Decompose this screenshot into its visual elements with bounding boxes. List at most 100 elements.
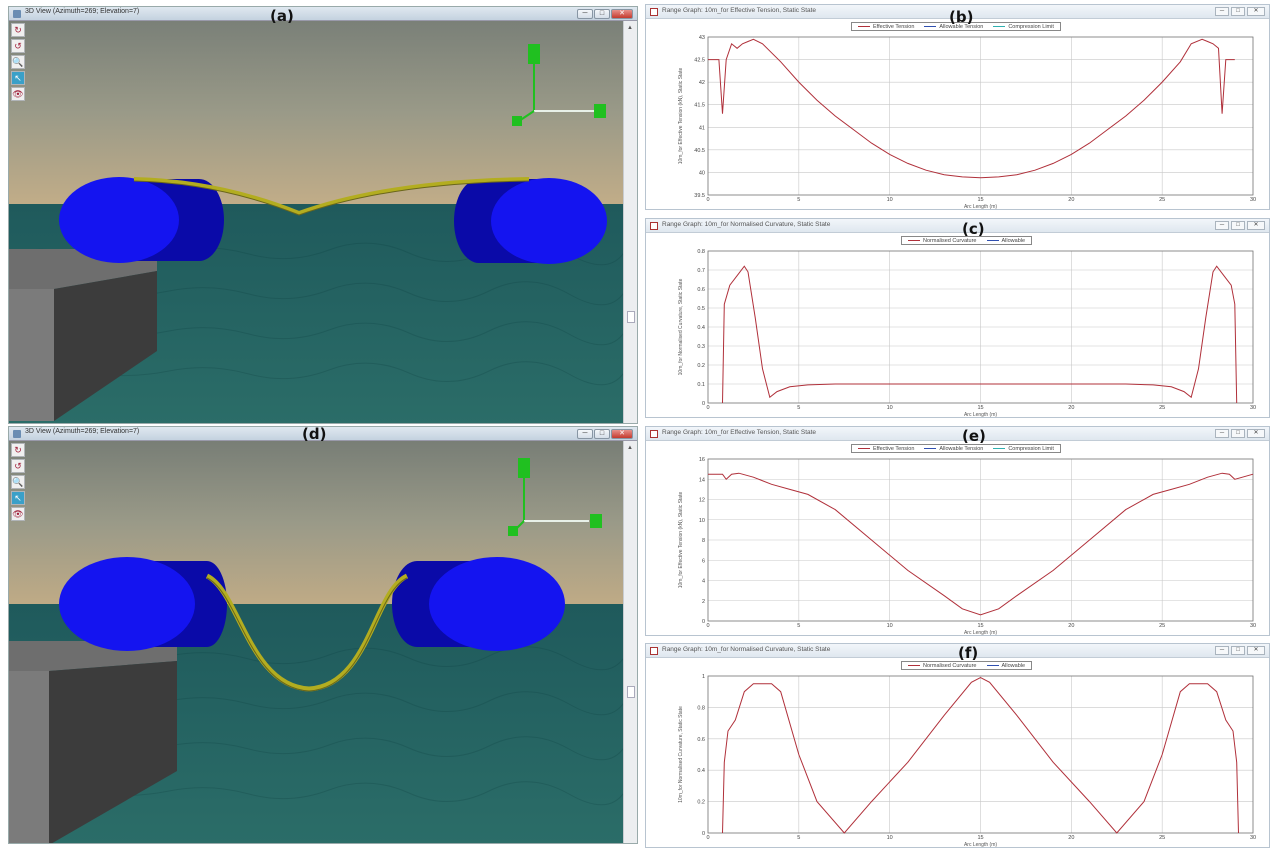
vertical-scrollbar[interactable]: ▲ [623, 441, 637, 843]
rotate-icon[interactable]: ↻ [11, 23, 25, 37]
legend-item: Allowable [986, 663, 1025, 669]
y-tick-label: 2 [702, 599, 705, 605]
y-tick-label: 10 [699, 518, 705, 524]
minimize-button[interactable]: ─ [1215, 221, 1229, 230]
chart-b[interactable]: 0 5 10 15 20 25 30 39.5 40 40.5 41 41.5 42 42.5 43 Arc … [646, 5, 1270, 210]
y-tick-label: 0.4 [697, 768, 705, 774]
close-button[interactable]: ✕ [1247, 646, 1265, 655]
minimize-button[interactable]: ─ [577, 9, 593, 19]
maximize-button[interactable]: □ [594, 9, 610, 19]
scroll-thumb[interactable] [627, 311, 635, 323]
maximize-button[interactable]: □ [1231, 221, 1245, 230]
window-title: 3D View (Azimuth=269; Elevation=7) [25, 428, 140, 435]
view3d-window-a: 3D View (Azimuth=269; Elevation=7) ─ □ ✕… [8, 6, 638, 424]
pan-icon[interactable]: ↺ [11, 39, 25, 53]
x-tick-label: 20 [1068, 623, 1074, 629]
maximize-button[interactable]: □ [1231, 646, 1245, 655]
eye-icon[interactable]: 👁 [11, 87, 25, 101]
maximize-button[interactable]: □ [1231, 429, 1245, 438]
panel-label-f: (f) [958, 644, 979, 662]
y-tick-label: 39.5 [694, 193, 705, 199]
window-titlebar[interactable]: Range Graph: 10m_for Effective Tension, … [646, 5, 1269, 19]
close-button[interactable]: ✕ [1247, 429, 1265, 438]
vertical-scrollbar[interactable]: ▲ [623, 21, 637, 423]
y-tick-label: 41.5 [694, 103, 705, 109]
y-tick-label: 0.4 [697, 325, 705, 331]
view-toolbar: ↻ ↺ 🔍 ↖ 👁 [11, 443, 27, 523]
x-tick-label: 25 [1159, 835, 1165, 841]
x-tick-label: 10 [887, 835, 893, 841]
scene-3d[interactable] [9, 441, 625, 844]
x-axis-label: Arc Length (m) [964, 204, 997, 210]
x-axis-label: Arc Length (m) [964, 412, 997, 418]
x-axis-label: Arc Length (m) [964, 630, 997, 636]
window-title: Range Graph: 10m_for Effective Tension, … [662, 7, 817, 14]
axes-gizmo [508, 458, 602, 536]
plot-frame [707, 675, 1254, 834]
graph-window-c: Range Graph: 10m_for Normalised Curvatur… [645, 218, 1270, 418]
close-button[interactable]: ✕ [611, 429, 633, 439]
maximize-button[interactable]: □ [1231, 7, 1245, 16]
y-tick-label: 4 [702, 579, 705, 585]
window-titlebar[interactable]: 3D View (Azimuth=269; Elevation=7) ─ □ ✕ [9, 427, 637, 441]
series-line [708, 472, 1254, 616]
maximize-button[interactable]: □ [594, 429, 610, 439]
y-tick-label: 0.1 [697, 382, 705, 388]
y-tick-label: 0.2 [697, 363, 705, 369]
plot-frame [707, 250, 1254, 404]
scene-3d[interactable] [9, 21, 625, 424]
chart-c[interactable]: 0 5 10 15 20 25 30 0 0.1 0.2 0.3 0.4 0.5 0.6 0.7 0.8 Arc… [646, 219, 1270, 418]
zoom-icon[interactable]: 🔍 [11, 475, 25, 489]
x-tick-label: 10 [887, 405, 893, 411]
minimize-button[interactable]: ─ [1215, 646, 1229, 655]
minimize-button[interactable]: ─ [577, 429, 593, 439]
chart-e[interactable]: 0 5 10 15 20 25 30 0 2 4 6 8 10 12 14 16 Arc Length (m) 1… [646, 427, 1270, 636]
y-axis-label: 10m_for Normalised Curvature, Static Sta… [678, 278, 684, 375]
select-icon[interactable]: ↖ [11, 71, 25, 85]
minimize-button[interactable]: ─ [1215, 429, 1229, 438]
window-titlebar[interactable]: Range Graph: 10m_for Normalised Curvatur… [646, 644, 1269, 658]
legend-label: Compression Limit [1008, 445, 1054, 452]
y-tick-label: 43 [699, 35, 705, 41]
close-button[interactable]: ✕ [1247, 221, 1265, 230]
select-icon[interactable]: ↖ [11, 491, 25, 505]
plot-frame [707, 458, 1254, 622]
x-tick-label: 10 [887, 623, 893, 629]
y-tick-label: 40.5 [694, 148, 705, 154]
close-button[interactable]: ✕ [611, 9, 633, 19]
x-tick-label: 0 [706, 623, 709, 629]
scroll-up-icon[interactable]: ▲ [627, 25, 633, 31]
y-tick-label: 6 [702, 558, 705, 564]
x-axis-label: Arc Length (m) [964, 842, 997, 848]
axes-gizmo [512, 44, 606, 126]
chart-f[interactable]: 0 5 10 15 20 25 30 0 0.2 0.4 0.6 0.8 1 Arc Length (m)… [646, 644, 1270, 848]
chart-legend: Effective Tension Allowable Tension Comp… [851, 444, 1061, 453]
plot-frame [707, 36, 1254, 196]
window-titlebar[interactable]: Range Graph: 10m_for Normalised Curvatur… [646, 219, 1269, 233]
zoom-icon[interactable]: 🔍 [11, 55, 25, 69]
y-tick-label: 0.3 [697, 344, 705, 350]
x-tick-label: 15 [977, 623, 983, 629]
eye-icon[interactable]: 👁 [11, 507, 25, 521]
legend-label: Allowable Tension [939, 445, 984, 452]
y-tick-label: 40 [699, 170, 705, 176]
graph-window-b: Range Graph: 10m_for Effective Tension, … [645, 4, 1270, 210]
view3d-window-d: 3D View (Azimuth=269; Elevation=7) ─ □ ✕… [8, 426, 638, 844]
scroll-up-icon[interactable]: ▲ [627, 445, 633, 451]
y-axis-label: 10m_for Effective Tension (kN), Static S… [678, 68, 684, 165]
scroll-thumb[interactable] [627, 686, 635, 698]
close-button[interactable]: ✕ [1247, 7, 1265, 16]
window-titlebar[interactable]: 3D View (Azimuth=269; Elevation=7) ─ □ ✕ [9, 7, 637, 21]
x-tick-label: 25 [1159, 405, 1165, 411]
y-tick-label: 8 [702, 538, 705, 544]
y-tick-label: 0 [702, 401, 705, 407]
legend-label: Allowable Tension [939, 23, 984, 30]
minimize-button[interactable]: ─ [1215, 7, 1229, 16]
series-line [722, 265, 1238, 404]
window-titlebar[interactable]: Range Graph: 10m_for Effective Tension, … [646, 427, 1269, 441]
chart-legend: Normalised Curvature Allowable [901, 236, 1033, 245]
pan-icon[interactable]: ↺ [11, 459, 25, 473]
y-tick-label: 14 [699, 477, 705, 483]
x-tick-label: 30 [1250, 835, 1256, 841]
rotate-icon[interactable]: ↻ [11, 443, 25, 457]
